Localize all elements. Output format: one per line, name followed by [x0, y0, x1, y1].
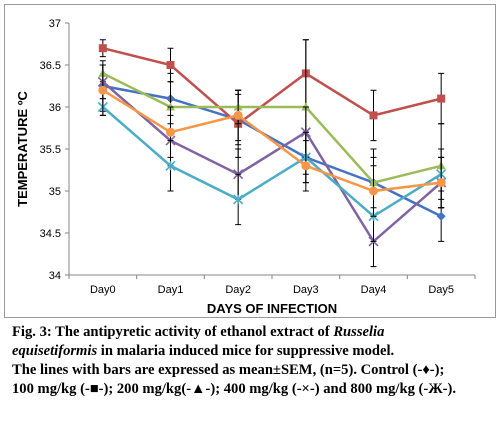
data-point-marker: [165, 160, 176, 171]
series-line: [102, 46, 442, 126]
chart-frame: 34 34.5 35 35.5 36 36.5 37 Day0 Day1 Day2 Day3 Day…: [4, 4, 496, 318]
data-point-marker: [436, 211, 446, 221]
data-point-marker: [437, 94, 446, 103]
figure-caption: Fig. 3: The antipyretic activity of etha…: [12, 323, 494, 399]
x-tick-label: Day0: [90, 284, 116, 296]
series-line: [102, 106, 442, 218]
x-tick-label: Day3: [293, 284, 319, 296]
data-point-marker: [436, 178, 446, 188]
data-point-marker: [233, 110, 243, 120]
x-axis: Day0 Day1 Day2 Day3 Day4 Day5: [68, 274, 476, 296]
series-6: [98, 64, 446, 217]
caption-line-1: Fig. 3: The antipyretic activity of etha…: [12, 323, 494, 342]
x-tick-label: Day1: [158, 284, 184, 296]
x-axis-title: DAYS OF INFECTION: [207, 301, 337, 316]
species-name-part1: Russelia: [333, 324, 385, 340]
figure-label: Fig. 3:: [12, 324, 52, 340]
x-tick-label: Day4: [361, 284, 387, 296]
data-point-marker: [166, 61, 175, 69]
series-line: [102, 72, 442, 184]
data-point-marker: [369, 186, 378, 196]
y-tick-label: 36.5: [40, 60, 61, 72]
series-line: [102, 84, 442, 218]
data-point-marker: [166, 127, 175, 137]
y-axis-title: TEMPERATURE ºC: [15, 91, 30, 207]
series-layer: [97, 39, 447, 268]
data-point-marker: [301, 161, 311, 171]
x-tick-label: Day5: [428, 284, 454, 296]
data-point-marker: [98, 85, 108, 95]
y-axis: 34 34.5 35 35.5 36 36.5 37: [40, 18, 70, 282]
y-tick-label: 35: [49, 186, 61, 198]
y-tick-label: 36: [49, 102, 61, 114]
series-1: [98, 60, 446, 242]
data-point-marker: [369, 111, 378, 120]
data-point-marker: [233, 194, 244, 205]
x-tick-label: Day2: [225, 284, 251, 296]
species-name-part2: equisetiformis: [12, 343, 98, 359]
caption-title-text-2: in malaria induced mice for suppressive …: [100, 343, 395, 359]
caption-title-text: The antipyretic activity of ethanol extr…: [55, 324, 330, 340]
series-line: [102, 89, 442, 193]
caption-line-2: equisetiformis in malaria induced mice f…: [12, 342, 494, 361]
y-tick-label: 34: [49, 270, 61, 282]
caption-line-4: 100 mg/kg (-■-); 200 mg/kg(-▲-); 400 mg/…: [12, 381, 457, 397]
y-tick-label: 34.5: [40, 228, 61, 240]
y-tick-label: 37: [49, 18, 61, 30]
caption-line-3: The lines with bars are expressed as mea…: [12, 362, 445, 378]
data-point-marker: [98, 44, 107, 53]
y-tick-label: 35.5: [40, 144, 61, 156]
series-line: [102, 80, 442, 244]
